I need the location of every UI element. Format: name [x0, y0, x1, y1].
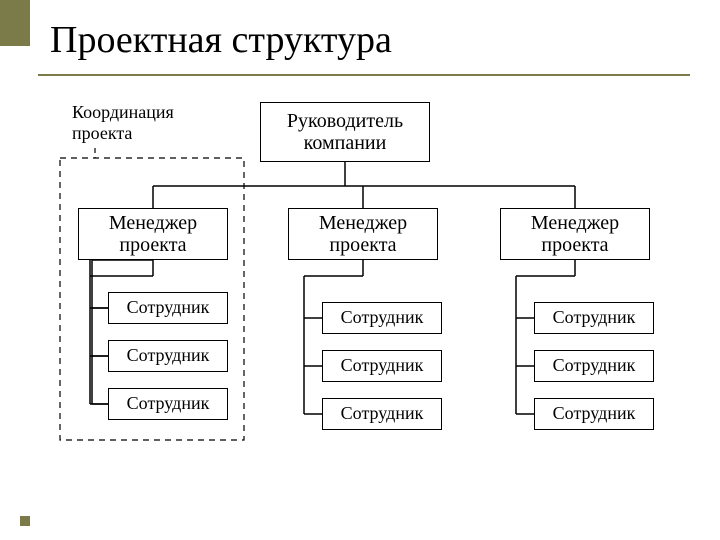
manager-label: Менеджер проекта	[501, 212, 649, 256]
employee-box: Сотрудник	[534, 350, 654, 382]
employee-box: Сотрудник	[534, 302, 654, 334]
employee-box: Сотрудник	[108, 388, 228, 420]
page-title: Проектная структура	[50, 18, 392, 62]
connectors	[0, 0, 720, 540]
employee-box: Сотрудник	[108, 340, 228, 372]
root-box: Руководитель компании	[260, 102, 430, 162]
employee-label: Сотрудник	[341, 308, 424, 328]
employee-label: Сотрудник	[127, 346, 210, 366]
manager-box-3: Менеджер проекта	[500, 208, 650, 260]
slide: { "title": "Проектная структура", "coord…	[0, 0, 720, 540]
coordination-label: Координация проекта	[72, 102, 174, 143]
employee-label: Сотрудник	[127, 394, 210, 414]
employee-box: Сотрудник	[534, 398, 654, 430]
coord-line1: Координация	[72, 102, 174, 122]
employee-box: Сотрудник	[108, 292, 228, 324]
employee-label: Сотрудник	[341, 356, 424, 376]
accent-bar	[0, 0, 30, 46]
coord-line2: проекта	[72, 123, 132, 143]
employee-label: Сотрудник	[553, 308, 636, 328]
manager-box-1: Менеджер проекта	[78, 208, 228, 260]
employee-label: Сотрудник	[553, 404, 636, 424]
employee-label: Сотрудник	[127, 298, 210, 318]
footer-bullet-icon	[20, 516, 30, 526]
employee-label: Сотрудник	[341, 404, 424, 424]
title-underline	[38, 74, 690, 76]
manager-label: Менеджер проекта	[79, 212, 227, 256]
root-label: Руководитель компании	[261, 110, 429, 154]
employee-box: Сотрудник	[322, 350, 442, 382]
employee-box: Сотрудник	[322, 398, 442, 430]
manager-box-2: Менеджер проекта	[288, 208, 438, 260]
employee-label: Сотрудник	[553, 356, 636, 376]
connectors-2	[0, 0, 720, 540]
manager-label: Менеджер проекта	[289, 212, 437, 256]
employee-box: Сотрудник	[322, 302, 442, 334]
